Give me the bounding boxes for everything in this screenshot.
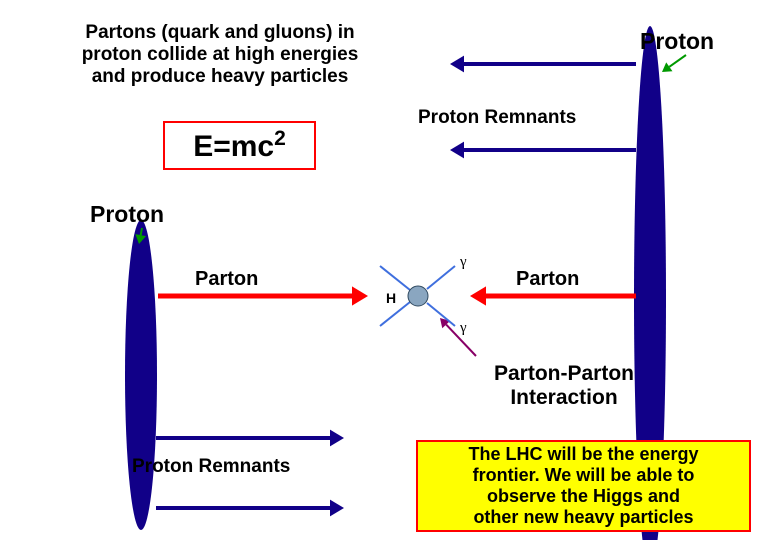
arrowhead-parton-right [470,286,486,305]
lhc-note-box: The LHC will be the energy frontier. We … [416,440,751,532]
formula-text: E=mc2 [193,127,286,164]
gamma-label-bottom: γ [460,320,467,337]
proton-label-right: Proton [640,28,714,55]
higgs-out-top [427,266,455,289]
formula-box: E=mc2 [163,121,316,170]
parton-label-left: Parton [195,268,258,291]
arrowhead-remnant-top-2 [450,142,464,159]
higgs-in-top [380,266,410,290]
remnants-label-top: Proton Remnants [418,107,576,129]
gamma-label-top: γ [460,254,467,271]
intro-line1: Partons (quark and gluons) in [70,22,370,44]
higgs-out-bottom [427,303,455,326]
interaction-label: Parton-Parton Interaction [464,362,664,410]
arrowhead-remnant-bottom-1 [330,430,344,447]
note-line3: observe the Higgs and [468,486,698,507]
higgs-H-label: H [386,290,396,306]
interaction-line2: Interaction [464,386,664,410]
arrow-proton-left-lbl [141,228,142,235]
note-line4: other new heavy particles [468,507,698,528]
note-line1: The LHC will be the energy [468,444,698,465]
intro-text: Partons (quark and gluons) in proton col… [70,22,370,88]
intro-line3: and produce heavy particles [70,66,370,88]
arrowhead-parton-left [352,286,368,305]
note-text: The LHC will be the energy frontier. We … [468,444,698,528]
arrowhead-remnant-top-1 [450,56,464,73]
arrowhead-proton-right-lbl [662,62,672,72]
interaction-line1: Parton-Parton [464,362,664,386]
remnants-label-bottom: Proton Remnants [132,456,290,478]
intro-line2: proton collide at high energies [70,44,370,66]
proton-label-left: Proton [90,201,164,228]
proton-ellipse-left [125,220,157,530]
note-line2: frontier. We will be able to [468,465,698,486]
arrow-proton-right-lbl [669,55,686,67]
parton-label-right: Parton [516,268,579,291]
higgs-particle [408,286,428,306]
arrowhead-remnant-bottom-2 [330,500,344,517]
